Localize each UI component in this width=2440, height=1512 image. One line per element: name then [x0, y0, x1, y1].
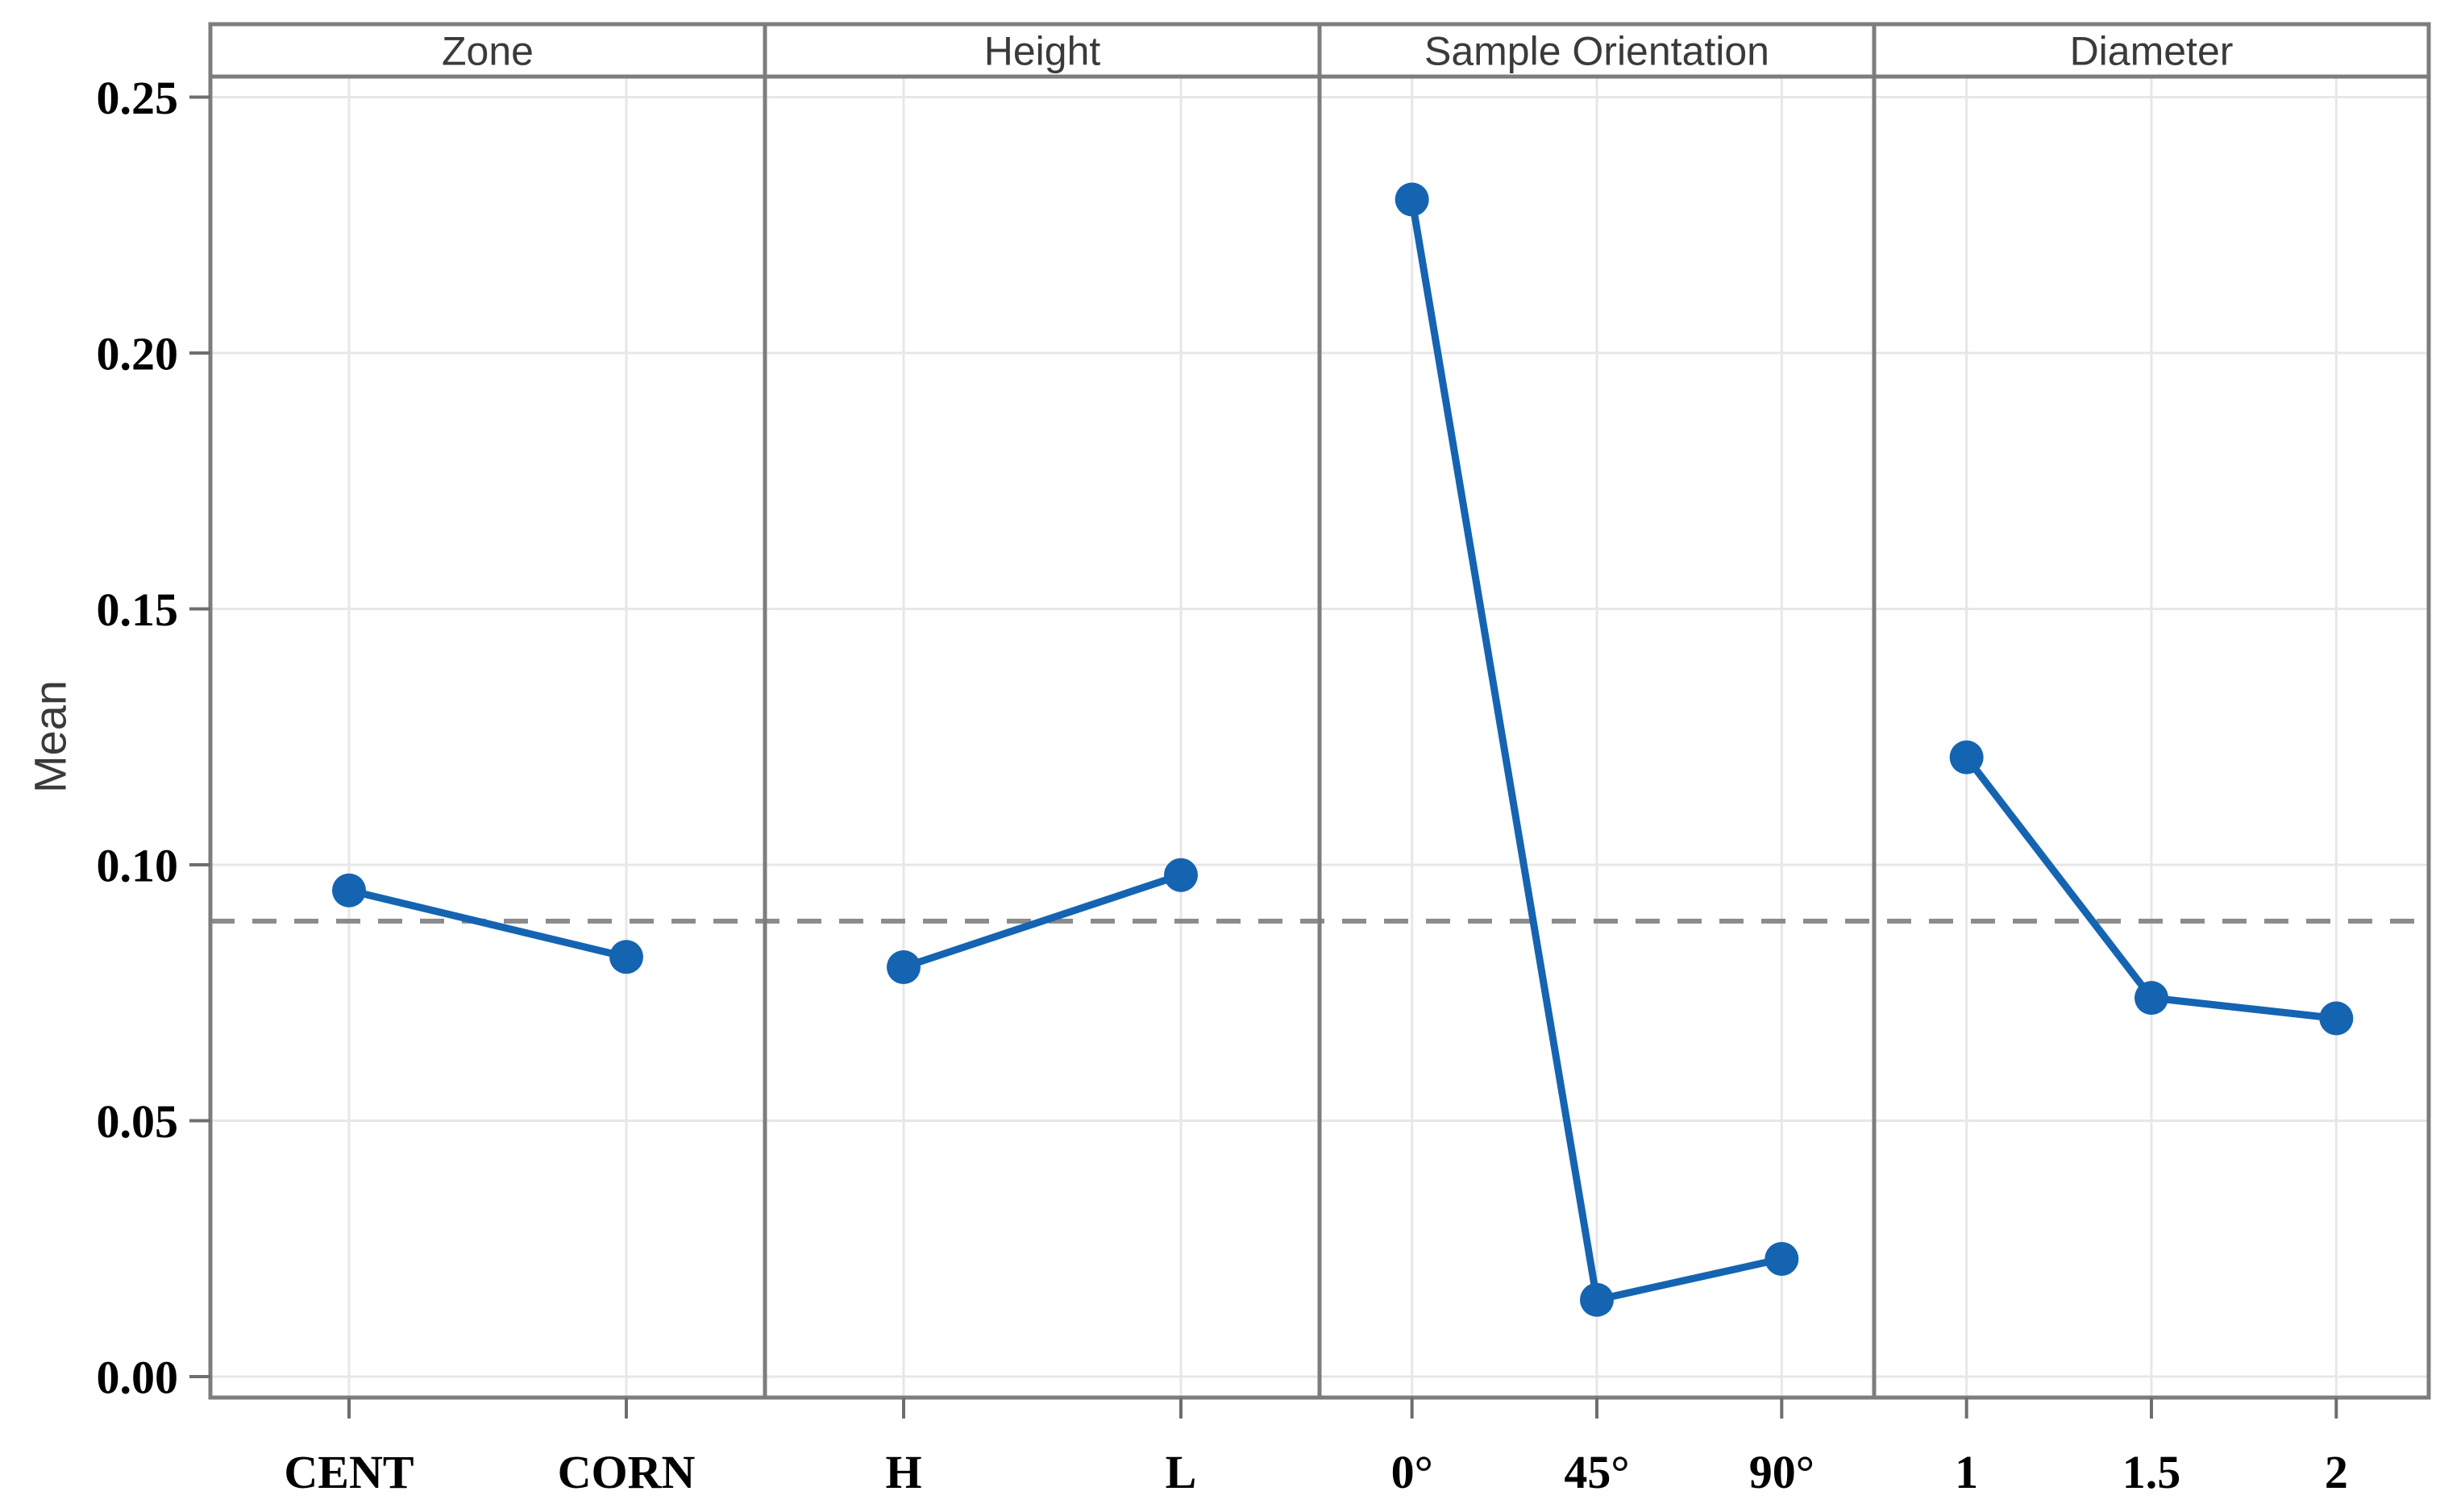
x-category-label: L: [1166, 1446, 1197, 1498]
panel-header: Zone: [442, 29, 534, 74]
x-category-label: 2: [2325, 1446, 2348, 1498]
x-category-label: CORN: [558, 1446, 696, 1498]
y-tick-label: 0.20: [97, 327, 179, 380]
y-tick-label: 0.25: [97, 72, 179, 124]
data-point: [1395, 182, 1429, 217]
x-category-label: 90°: [1749, 1446, 1814, 1498]
x-category-label: 45°: [1564, 1446, 1629, 1498]
x-category-label: 0°: [1391, 1446, 1433, 1498]
x-category-label: 1: [1955, 1446, 1978, 1498]
y-tick-label: 0.10: [97, 839, 179, 891]
y-tick-label: 0.05: [97, 1095, 179, 1148]
x-category-label: 1.5: [2122, 1446, 2181, 1498]
data-point: [1164, 858, 1198, 892]
data-point: [1580, 1282, 1614, 1317]
data-point: [609, 940, 643, 974]
x-category-label: H: [885, 1446, 921, 1498]
series-line: [902, 871, 1183, 971]
x-category-label: CENT: [284, 1446, 414, 1498]
y-tick-label: 0.00: [97, 1351, 179, 1403]
data-point: [1765, 1241, 1799, 1276]
series-line: [347, 887, 628, 961]
data-point: [1949, 740, 1984, 775]
data-point: [2319, 1001, 2354, 1036]
data-point: [887, 950, 921, 984]
panel-header: Height: [984, 29, 1101, 74]
data-point: [332, 873, 366, 908]
data-point: [2134, 981, 2168, 1016]
y-tick-label: 0.15: [97, 584, 179, 636]
y-axis-title: Mean: [24, 679, 76, 794]
panel-header: Sample Orientation: [1424, 29, 1769, 74]
panel-header: Diameter: [2070, 29, 2234, 74]
